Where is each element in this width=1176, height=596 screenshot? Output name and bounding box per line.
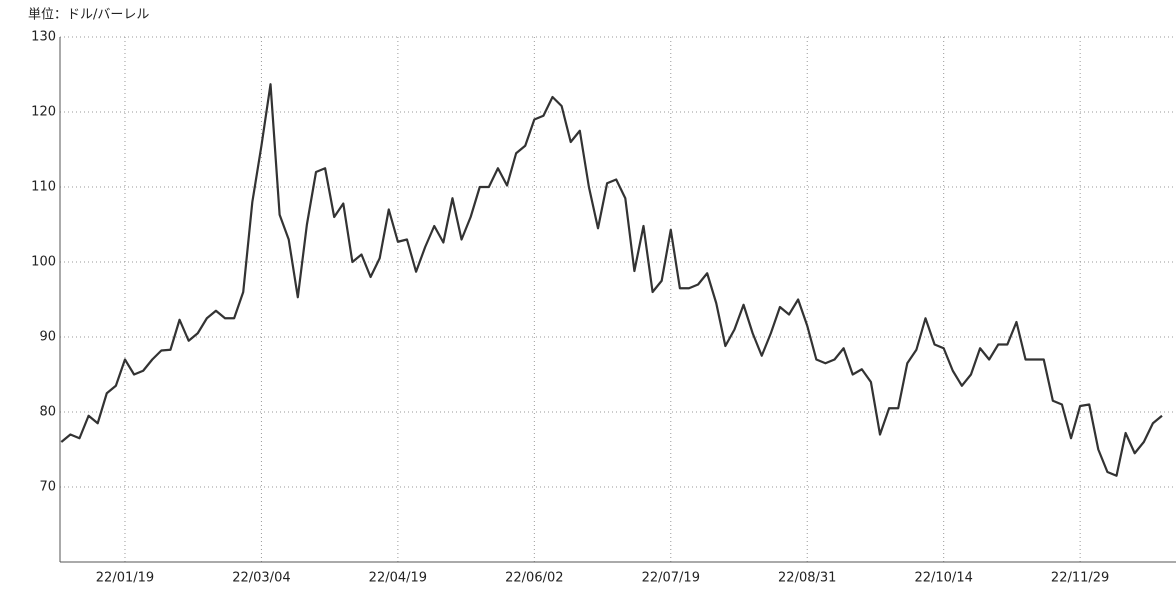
y-tick-label: 90 [39,330,56,345]
x-tick-label: 22/07/19 [642,571,700,586]
y-tick-label: 80 [39,405,56,420]
x-tick-label: 22/08/31 [778,571,836,586]
chart-title: 単位：ドル/バーレル [28,7,149,23]
y-tick-label: 130 [31,30,56,45]
x-tick-label: 22/10/14 [914,571,972,586]
y-tick-label: 100 [31,255,56,270]
x-tick-label: 22/06/02 [505,571,563,586]
y-tick-label: 70 [39,480,56,495]
y-tick-label: 110 [31,180,56,195]
y-tick-label: 120 [31,105,56,120]
price-line [60,83,1163,477]
x-tick-label: 22/04/19 [369,571,427,586]
x-tick-label: 22/01/19 [96,571,154,586]
x-tick-label: 22/11/29 [1051,571,1109,586]
x-tick-label: 22/03/04 [232,571,290,586]
